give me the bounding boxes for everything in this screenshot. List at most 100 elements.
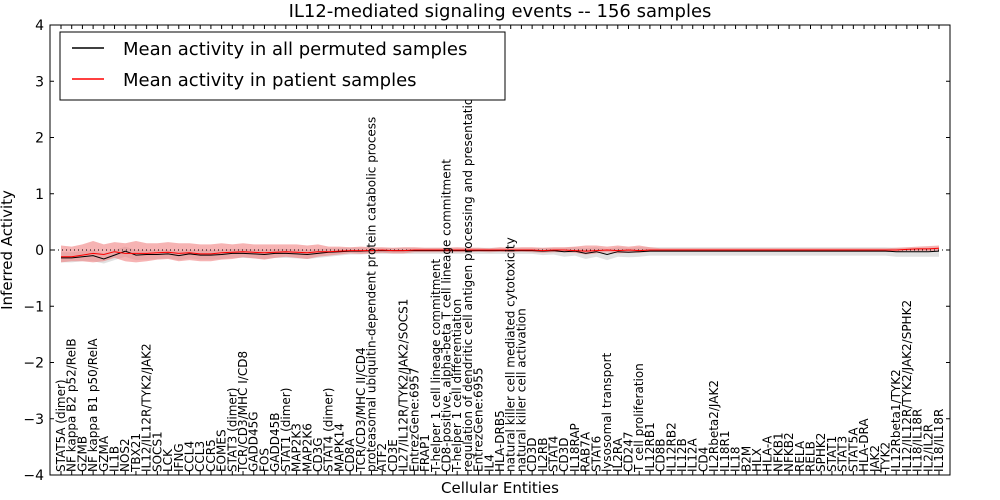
y-tick-label: 2 [35,131,44,147]
x-category-label: IL2/IL2R [921,424,935,472]
x-category-label: NF kappa B2 p52/RelB [65,338,79,472]
x-category-label: IL18 [729,447,743,473]
x-category-label: CD8-positive, alpha-beta T cell lineage … [440,159,454,472]
legend: Mean activity in all permuted samples Mea… [59,31,506,101]
x-category-label: CD247 [622,431,636,472]
x-category-label: CCR5 [204,439,218,472]
y-tick-label: 1 [35,187,44,203]
x-category-label: NFKB2 [782,432,796,472]
x-category-label: proteasomal ubiquitin-dependent protein … [365,117,379,472]
x-category-label: TYK2 [879,442,893,473]
y-axis: 4 3 2 1 0 −1 −2 −3 −4 [23,18,950,484]
y-tick-label: −1 [23,299,44,315]
x-category-label: natural killer cell activation [514,308,528,472]
x-category-label: LCK [161,448,175,472]
x-axis-title: Cellular Entities [441,479,559,497]
x-category-label: IL2Rbeta2/JAK2 [707,380,721,472]
y-tick-label: 4 [35,18,44,34]
y-tick-label: 3 [35,74,44,90]
x-category-label: RAB7A [579,431,593,472]
x-category-label: IL12B [675,438,689,472]
x-category-label: ATF2 [375,443,389,472]
x-category-label: CD3D [557,438,571,473]
x-category-label: HLA-DRB5 [493,410,507,472]
x-category-label: HLA-A [761,435,775,472]
x-category-label: CCL4 [183,441,197,472]
x-category-label: CD3G [311,437,325,472]
x-axis: STAT5A (dimer)NF kappa B2 p52/RelBGZMBNF… [54,25,946,475]
patient-band [61,241,939,263]
x-category-label: IL12A [686,438,700,472]
x-category-label: lysosomal transport [600,352,614,472]
x-category-label: T-helper 1 cell differentiation [450,299,464,473]
x-category-label: EOMES [215,429,229,472]
y-axis-title: Inferred Activity [0,190,16,310]
x-category-label: IL18/IL18R [911,409,925,472]
x-category-label: MAPK14 [332,423,346,472]
x-category-label: IL18R1 [718,431,732,472]
x-category-label: IL1B [108,446,122,472]
x-category-label: HLX [750,448,764,472]
x-category-label: GZMA [97,435,111,472]
x-category-label: IL2RA [611,437,625,472]
legend-label: Mean activity in patient samples [123,70,417,91]
x-category-label: IL12Rbeta1/TYK2 [889,369,903,472]
x-category-label: MAP2K3 [290,423,304,472]
x-category-label: STAT1 (dimer) [279,388,293,472]
x-category-label: IL2RB [536,438,550,472]
x-category-label: SPHK2 [814,433,828,472]
x-category-label: RELB [804,441,818,472]
x-category-label: JAK2 [868,445,882,473]
x-category-label: IL27/IL12R/TYK2/JAK2/SOCS1 [397,299,411,472]
x-category-label: HLA-DRA [857,418,871,472]
x-category-label: STAT4 (dimer) [322,388,336,472]
patient-mean-line [61,247,940,258]
x-category-label: EntrezGene:6955 [472,368,486,473]
x-category-label: CD8A [343,438,357,472]
y-tick-label: −2 [23,356,44,372]
x-category-label: IL12/IL12R/TYK2/JAK2 [140,343,154,472]
y-tick-label: −4 [23,468,44,484]
legend-box [59,31,506,101]
x-category-label: natural killer cell mediated cytotoxicit… [504,237,518,472]
x-category-label: B2M [739,446,753,472]
x-category-label: STAT5A [846,427,860,472]
x-category-label: MAP2K6 [300,423,314,472]
x-category-label: T cell proliferation [632,363,646,473]
x-category-label: IL12RB2 [664,422,678,472]
x-category-label: T-helper 1 cell lineage commitment [429,259,443,473]
x-category-label: SOCS1 [150,431,164,472]
x-category-label: IL12RB1 [643,422,657,472]
x-category-label: IL18/IL18R [932,409,946,472]
x-category-label: NF kappa B1 p50/RelA [86,338,100,472]
y-tick-label: −3 [23,412,44,428]
x-category-label: GADD45B [268,413,282,473]
x-category-label: IFNG [172,443,186,472]
x-category-label: CD8B [654,439,668,473]
x-category-label: CCL3 [193,441,207,472]
x-category-label: FOS [257,448,271,472]
x-category-label: TCR/CD3/MHC II/CD4 [354,347,368,473]
x-category-label: CD3E [386,439,400,472]
x-category-label: NFKB1 [771,432,785,472]
x-category-label: EntrezGene:6957 [407,368,421,473]
x-category-label: STAT3 (dimer) [225,388,239,472]
x-category-label: IL18RAP [568,423,582,472]
x-category-label: STAT4 [547,436,561,472]
x-category-label: FRAP1 [418,434,432,472]
x-category-label: TCR/CD3/MHC I/CD8 [236,351,250,473]
x-category-label: GADD45G [247,411,261,472]
x-category-label: TBX21 [129,433,143,473]
chart-title: IL12-mediated signaling events -- 156 sa… [289,1,712,22]
x-category-label: STAT3 [836,436,850,472]
x-category-label: STAT6 [589,436,603,472]
x-category-label: IL12/IL12R/TYK2/JAK2/SPHK2 [900,300,914,472]
x-category-label: IL4 [482,454,496,472]
y-tick-label: 0 [35,243,44,259]
x-category-label: regulation of dendritic cell antigen pro… [461,90,475,472]
x-category-label: STAT1 [825,436,839,472]
x-category-label: GZMB [75,436,89,472]
x-category-label: NOS2 [118,438,132,472]
x-category-label: STAT5A (dimer) [54,379,68,472]
